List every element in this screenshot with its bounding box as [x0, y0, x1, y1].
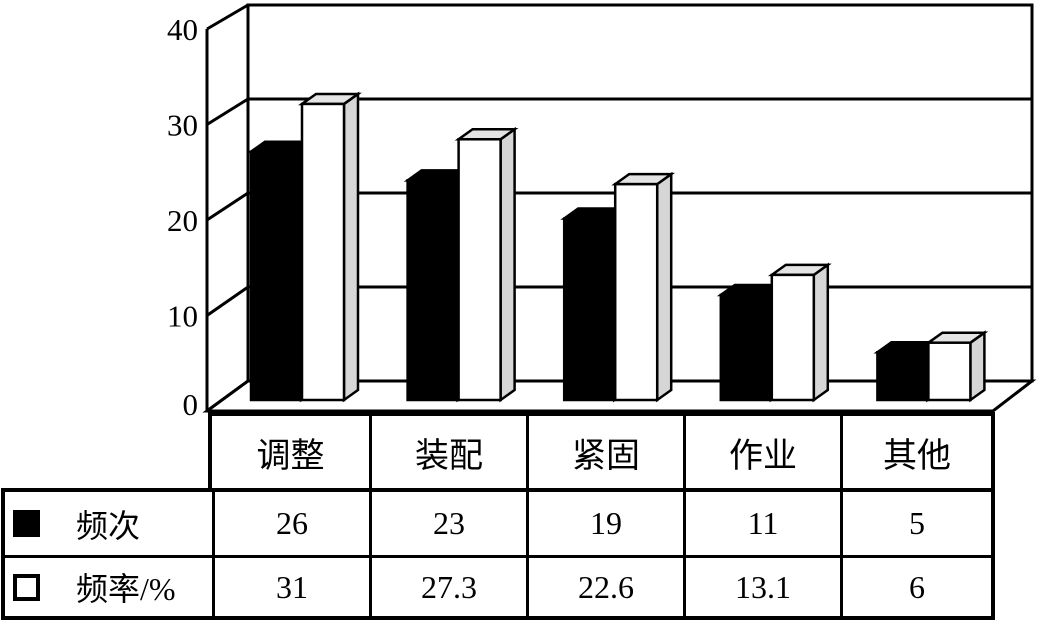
legend-swatch-filled-square	[13, 510, 40, 537]
value-cell: 19	[526, 492, 683, 555]
bar-front-face	[770, 273, 816, 402]
y-axis-tick-label: 10	[167, 299, 198, 334]
bar-side-face	[342, 91, 360, 403]
category-header-cell: 其他	[840, 416, 991, 488]
category-header-cell: 紧固	[526, 416, 683, 488]
value-cell: 6	[840, 558, 991, 616]
value-cell: 31	[212, 558, 369, 616]
table-row-frequency: 频次 26 23 19 11 5	[5, 492, 991, 558]
data-table: 频次 26 23 19 11 5 频率/% 31 27.3 22.6 13.1 …	[1, 488, 995, 620]
category-header-row: 调整 装配 紧固 作业 其他	[208, 412, 995, 488]
bar-side-face	[969, 330, 986, 403]
bar-side-face	[655, 171, 673, 403]
bar-front-face	[249, 150, 303, 402]
bar-front-face	[927, 341, 972, 402]
value-cell: 5	[840, 492, 991, 555]
legend-cell-frequency: 频次	[5, 492, 212, 555]
value-cell: 22.6	[526, 558, 683, 616]
value-cell: 23	[369, 492, 526, 555]
tick-depth-line	[206, 3, 249, 31]
value-cell: 27.3	[369, 558, 526, 616]
bar-front-face	[300, 102, 346, 402]
y-axis-tick-label: 30	[167, 108, 198, 143]
category-header-cell: 调整	[256, 437, 325, 475]
y-axis-tick-label: 40	[167, 12, 198, 47]
bar-side-face	[812, 262, 830, 403]
value-cell: 13.1	[683, 558, 840, 616]
bar-front-face	[719, 293, 773, 402]
bar-front-face	[457, 138, 502, 402]
tick-depth-line	[206, 97, 249, 126]
legend-swatch-outlined-square	[13, 573, 40, 601]
category-header-cell: 装配	[369, 416, 526, 488]
y-axis-tick-label: 0	[183, 387, 199, 422]
bar-front-face	[613, 182, 659, 402]
bar-front-face	[406, 179, 459, 402]
y-axis-tick-label: 20	[167, 203, 198, 238]
legend-label: 频次	[76, 507, 141, 544]
tick-depth-line	[206, 285, 249, 317]
bar-side-face	[499, 126, 516, 403]
value-cell: 11	[683, 492, 840, 555]
tick-depth-line	[206, 191, 249, 222]
bar-front-face	[876, 351, 929, 402]
value-cell: 26	[212, 492, 369, 555]
legend-cell-frequency-rate: 频率/%	[5, 558, 212, 616]
bar-front-face	[562, 217, 616, 402]
legend-label: 频率/%	[76, 571, 176, 607]
category-header-cell: 作业	[683, 416, 840, 488]
table-row-frequency-rate: 频率/% 31 27.3 22.6 13.1 6	[5, 558, 991, 616]
